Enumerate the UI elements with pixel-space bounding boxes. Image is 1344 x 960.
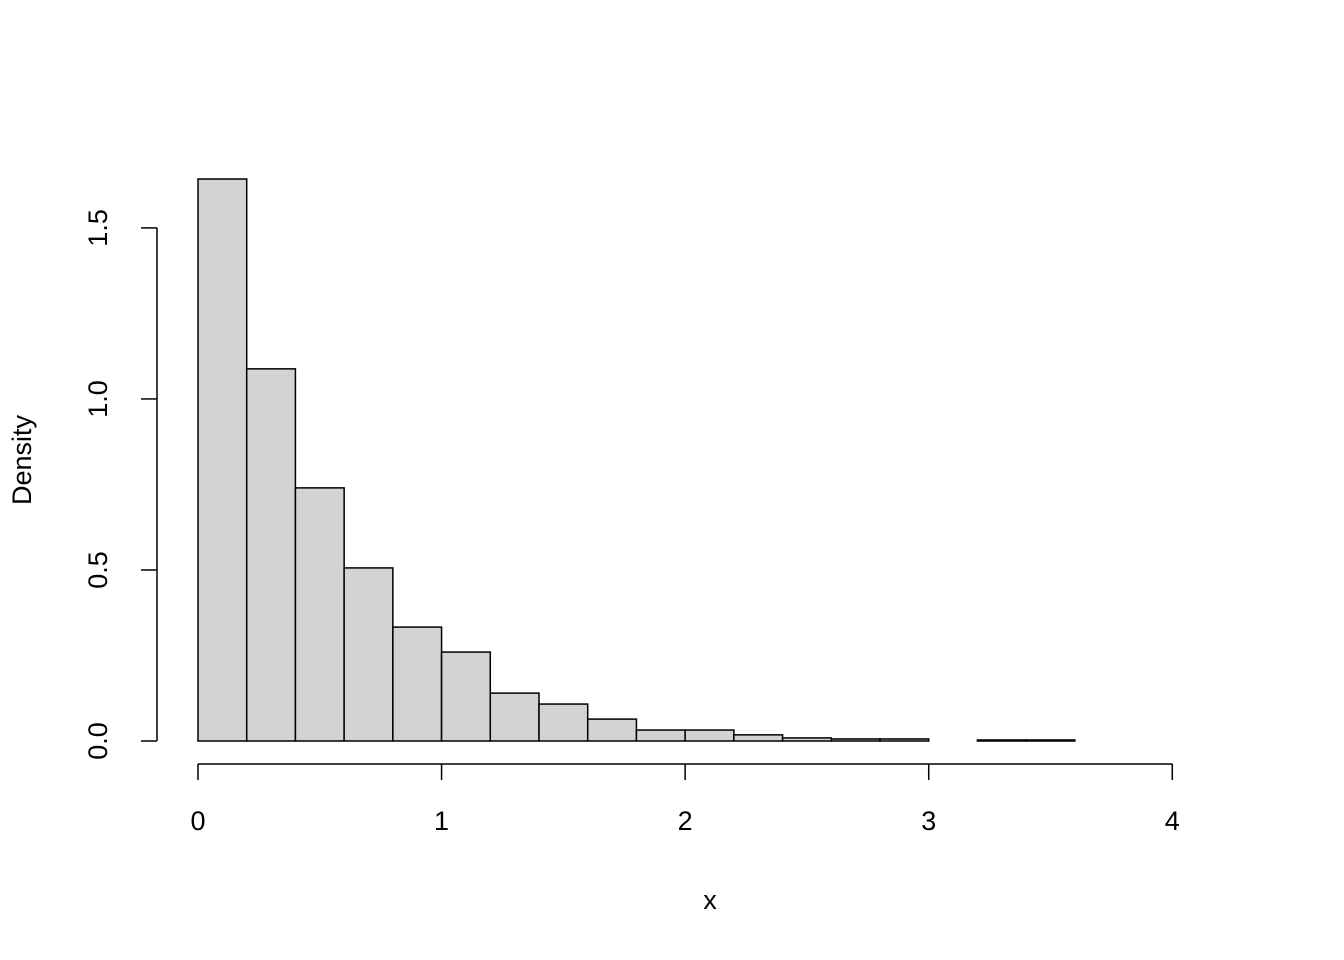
bar [392, 626, 443, 742]
bar [684, 729, 735, 742]
y-axis-label: Density [7, 414, 37, 505]
bar [635, 729, 686, 742]
bar [781, 737, 833, 742]
bar [294, 487, 345, 742]
x-tick-label: 0 [190, 806, 205, 836]
y-tick-label: 0.0 [83, 722, 113, 760]
y-tick-label: 0.5 [83, 551, 113, 589]
y-tick-label: 1.5 [83, 209, 113, 247]
x-tick-label: 4 [1165, 806, 1180, 836]
x-axis-label: x [703, 885, 717, 915]
bar [538, 703, 589, 742]
bar [245, 368, 297, 742]
x-tick-label: 2 [678, 806, 693, 836]
bar [586, 718, 638, 742]
y-tick-label: 1.0 [83, 380, 113, 418]
bar [343, 567, 394, 742]
bar [733, 734, 784, 742]
bar [197, 178, 248, 742]
x-tick-label: 1 [434, 806, 449, 836]
bar [1025, 739, 1076, 742]
bar [830, 738, 881, 742]
bar [879, 738, 930, 742]
x-tick-label: 3 [921, 806, 936, 836]
bar [489, 692, 540, 742]
bar [976, 739, 1027, 742]
bar [440, 651, 492, 742]
